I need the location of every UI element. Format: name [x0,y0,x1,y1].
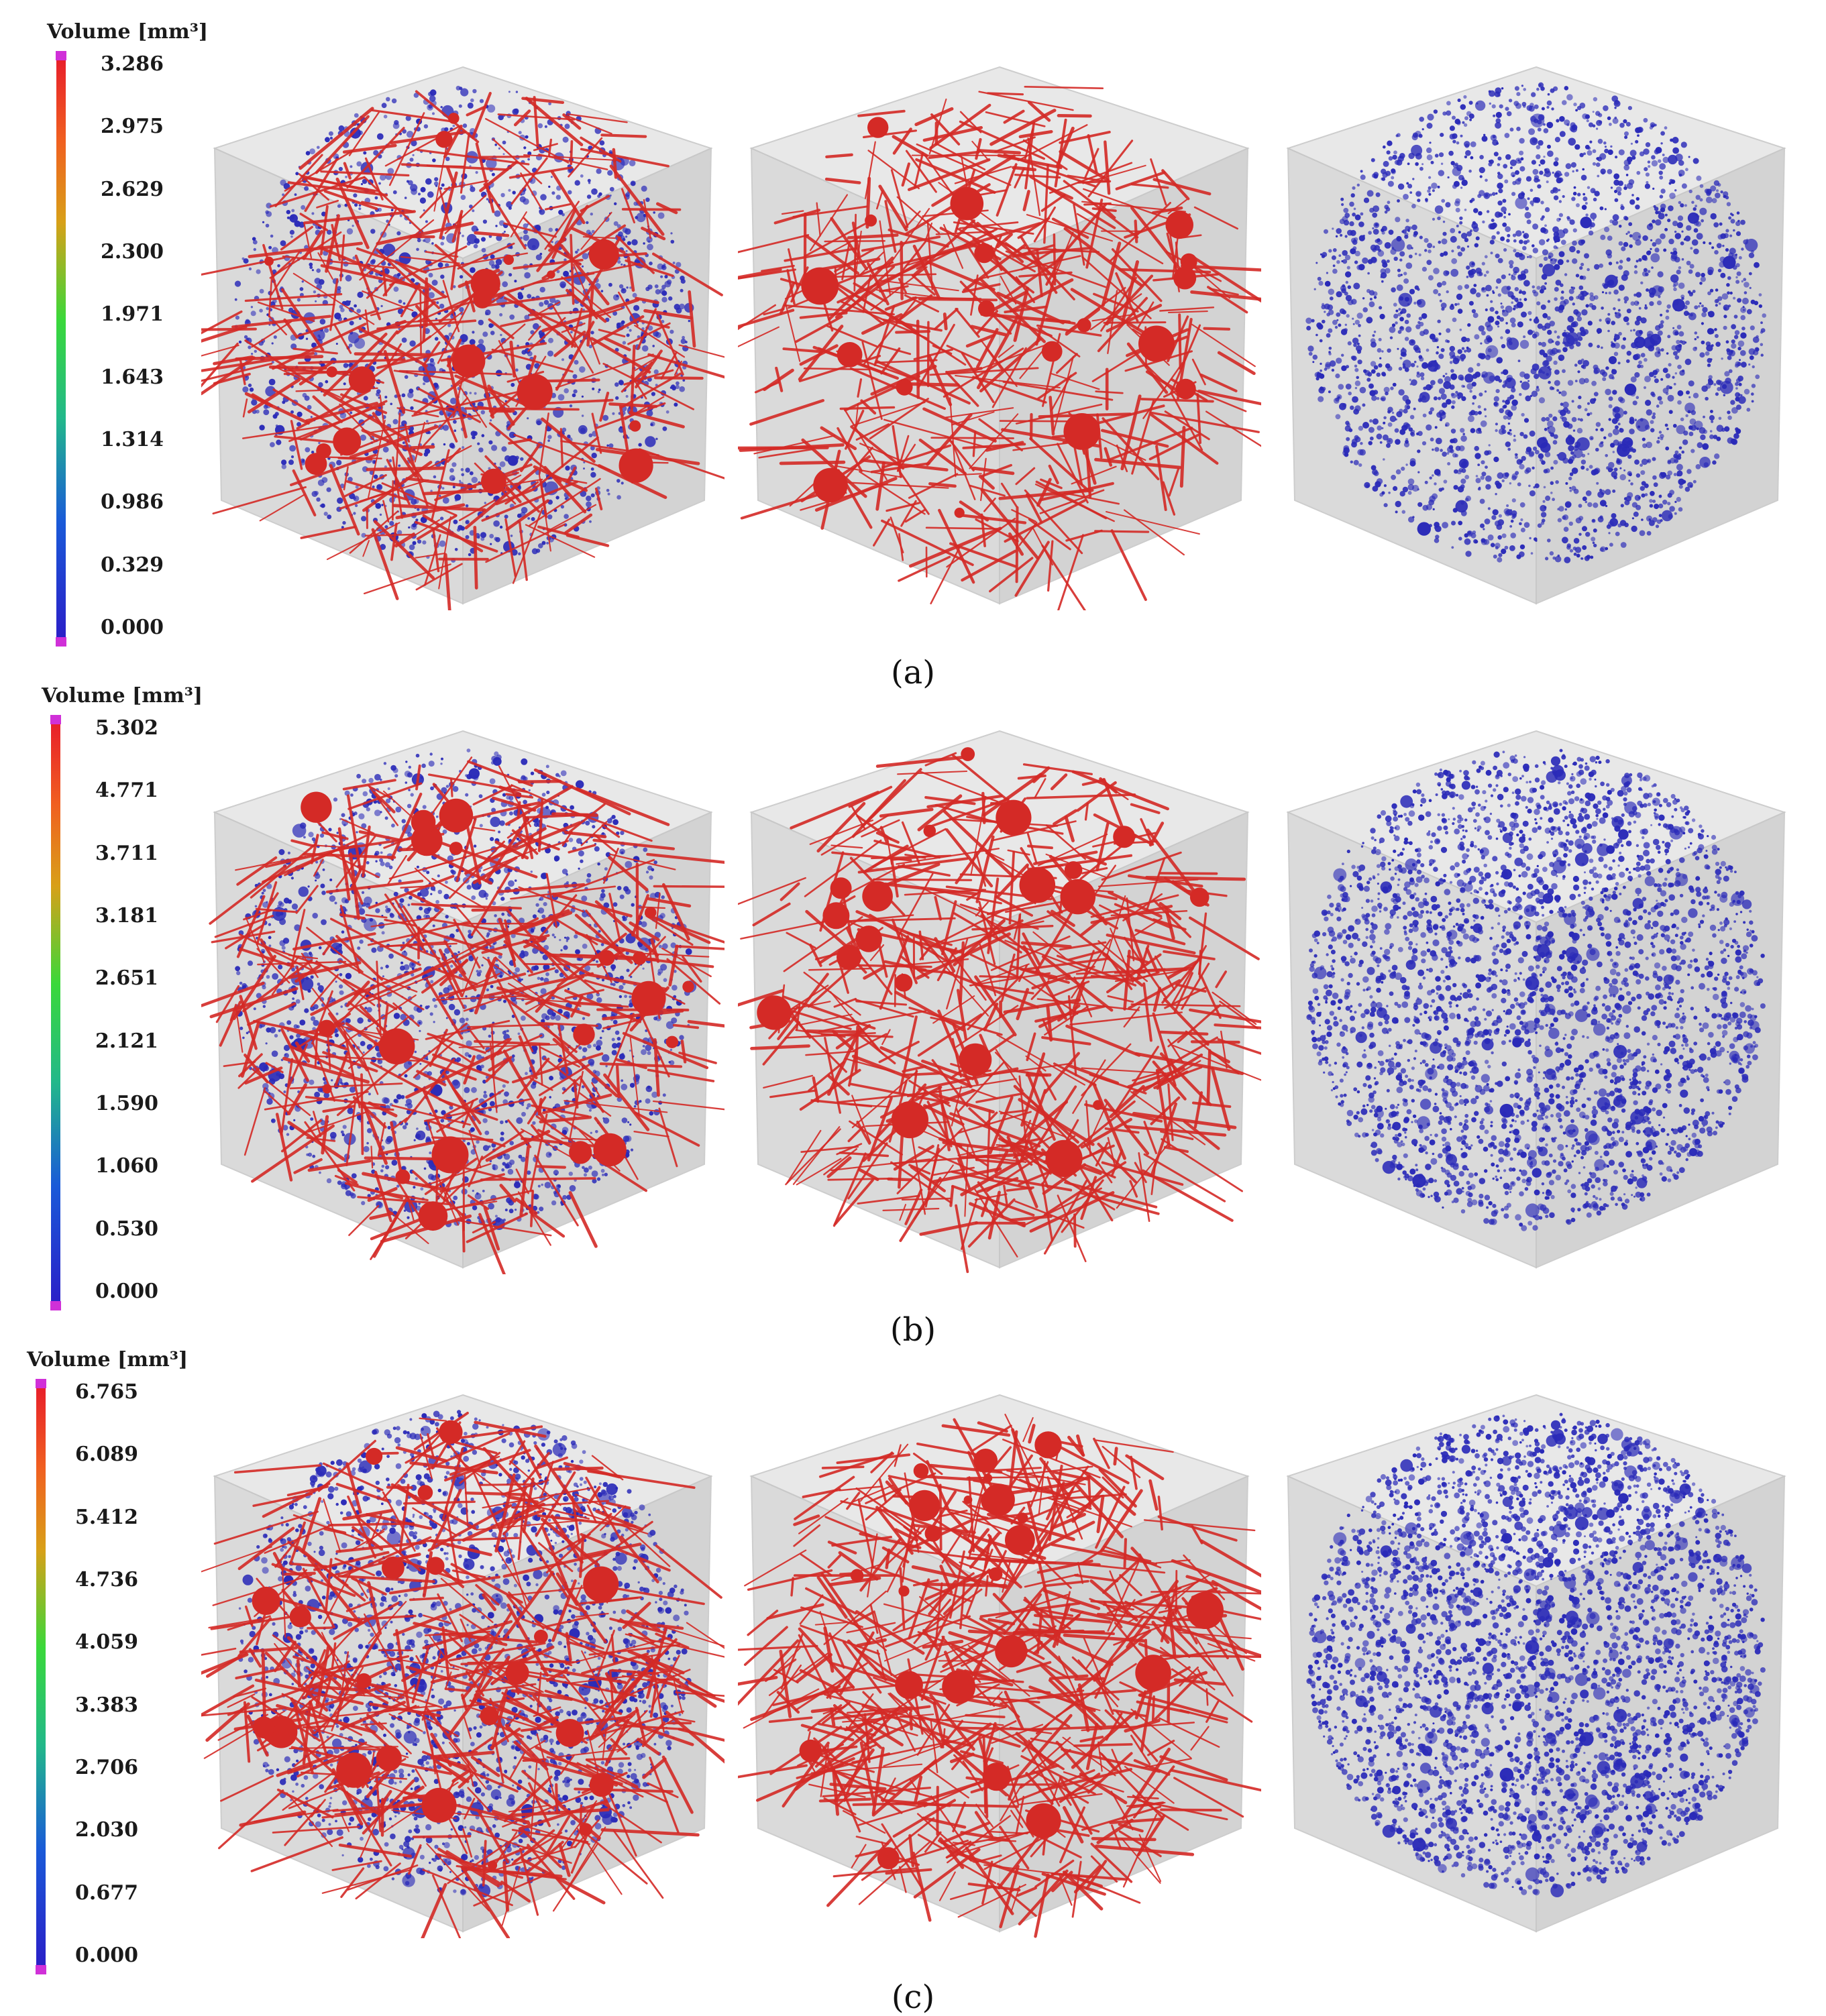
colorbar-tick-label: 2.030 [75,1818,138,1842]
panel-caption: (b) [873,1311,953,1349]
colorbar-tick-label: 6.089 [75,1443,138,1466]
cube-isolated-pores [1275,1388,1798,1938]
colorbar-tick-label: 1.314 [101,428,164,451]
colorbar-tick-label: 3.181 [95,904,158,928]
colorbar-tick-label: 4.059 [75,1630,138,1654]
cube-all-pores [201,1388,724,1938]
panel-a: Volume [mm³] 3.286 2.975 2.629 2.300 1.971 1.6… [0,20,1826,684]
cube-isolated-pores [1275,60,1798,610]
cube-connected-pores [738,1388,1261,1938]
colorbar-tick-label: 5.302 [95,716,158,740]
colorbar-tick-label: 2.121 [95,1029,158,1053]
colorbar-cap-bottom [36,1965,46,1974]
colorbar-cap-bottom [56,637,66,647]
colorbar-tick-label: 1.060 [95,1154,158,1178]
legend-title: Volume [mm³] [47,20,208,44]
cube-connected-pores [738,724,1261,1274]
colorbar-cap-bottom [50,1301,61,1310]
colorbar-tick-label: 2.300 [101,240,164,264]
cube-connected-pores [738,60,1261,610]
colorbar-tick-label: 0.000 [75,1944,138,1967]
colorbar-tick-label: 0.677 [75,1881,138,1905]
colorbar-cap-top [56,51,66,60]
colorbar-tick-label: 2.651 [95,966,158,990]
colorbar-tick-label: 0.530 [95,1217,158,1241]
cube-all-pores [201,60,724,610]
colorbar-tick-label: 5.412 [75,1506,138,1529]
colorbar [56,60,66,637]
colorbar-tick-label: 6.765 [75,1380,138,1404]
panel-b: Volume [mm³] 5.302 4.771 3.711 3.181 2.651 2.1… [0,684,1826,1348]
colorbar-tick-label: 0.986 [101,490,164,514]
colorbar-tick-label: 3.383 [75,1693,138,1717]
colorbar-tick-label: 2.975 [101,115,164,138]
colorbar [51,724,60,1301]
colorbar-cap-top [36,1379,46,1388]
colorbar [36,1388,46,1965]
cube-all-pores [201,724,724,1274]
colorbar-tick-label: 1.590 [95,1092,158,1115]
colorbar-tick-label: 0.000 [95,1280,158,1303]
colorbar-tick-label: 4.736 [75,1568,138,1591]
cube-isolated-pores [1275,724,1798,1274]
panel-caption: (c) [873,1978,953,2016]
colorbar-tick-label: 2.629 [101,178,164,201]
legend-title: Volume [mm³] [42,684,203,708]
panel-c: Volume [mm³] 6.765 6.089 5.412 4.736 4.059 3.3… [0,1348,1826,2012]
colorbar-cap-top [50,715,61,724]
colorbar-tick-label: 3.711 [95,842,158,865]
colorbar-tick-label: 1.971 [101,302,164,326]
colorbar-tick-label: 3.286 [101,52,164,76]
colorbar-tick-label: 0.329 [101,553,164,577]
legend-title: Volume [mm³] [27,1348,188,1371]
colorbar-tick-label: 1.643 [101,366,164,389]
colorbar-tick-label: 4.771 [95,779,158,802]
colorbar-tick-label: 0.000 [101,616,164,639]
colorbar-tick-label: 2.706 [75,1756,138,1779]
